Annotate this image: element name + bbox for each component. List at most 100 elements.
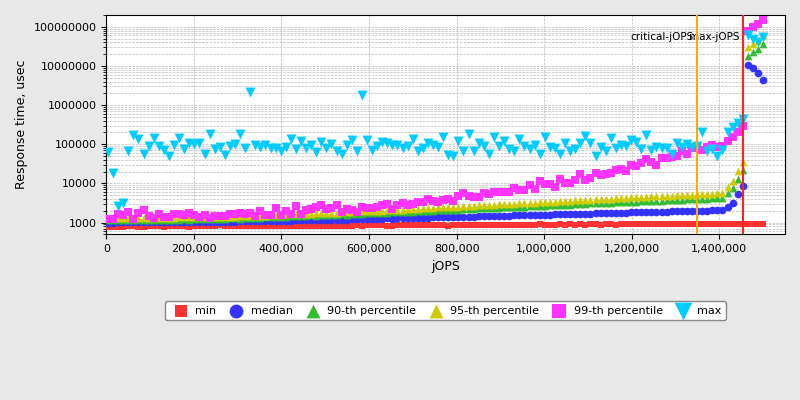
median: [376, 215, 389, 222]
max: [361, 136, 374, 143]
90-th percentile: [259, 214, 272, 220]
99-th percentile: [594, 172, 607, 178]
99-th percentile: [457, 190, 470, 196]
median: [249, 218, 262, 224]
90-th percentile: [193, 216, 206, 222]
95-th percentile: [102, 215, 114, 221]
median: [614, 210, 627, 216]
99-th percentile: [432, 198, 445, 205]
90-th percentile: [447, 206, 460, 213]
99-th percentile: [376, 202, 389, 208]
median: [208, 218, 221, 225]
95-th percentile: [244, 213, 257, 220]
90-th percentile: [411, 208, 424, 214]
max: [645, 147, 658, 153]
max: [279, 144, 292, 151]
min: [361, 222, 374, 229]
99-th percentile: [315, 202, 328, 209]
median: [310, 217, 322, 223]
95-th percentile: [452, 203, 465, 210]
90-th percentile: [558, 202, 571, 208]
99-th percentile: [640, 156, 653, 162]
99-th percentile: [391, 202, 404, 208]
95-th percentile: [350, 208, 363, 214]
99-th percentile: [493, 188, 506, 195]
min: [711, 221, 724, 228]
Text: max-jOPS: max-jOPS: [690, 32, 740, 42]
99-th percentile: [234, 210, 246, 216]
max: [178, 146, 190, 153]
min: [386, 222, 399, 229]
95-th percentile: [234, 213, 246, 220]
95-th percentile: [528, 199, 541, 206]
90-th percentile: [650, 198, 663, 204]
99-th percentile: [650, 161, 663, 168]
95-th percentile: [604, 195, 617, 202]
99-th percentile: [645, 159, 658, 166]
min: [478, 222, 490, 228]
min: [625, 221, 638, 228]
median: [681, 208, 694, 214]
90-th percentile: [584, 200, 597, 207]
99-th percentile: [742, 27, 754, 34]
90-th percentile: [142, 217, 155, 223]
95-th percentile: [493, 201, 506, 208]
90-th percentile: [746, 49, 759, 55]
max: [534, 151, 546, 158]
90-th percentile: [178, 216, 190, 223]
90-th percentile: [214, 216, 226, 222]
median: [132, 219, 145, 226]
max: [736, 116, 749, 122]
90-th percentile: [645, 198, 658, 204]
min: [203, 223, 216, 230]
median: [645, 209, 658, 215]
median: [198, 219, 211, 225]
99-th percentile: [381, 201, 394, 207]
95-th percentile: [117, 215, 130, 221]
min: [366, 222, 378, 229]
95-th percentile: [198, 214, 211, 220]
max: [752, 39, 765, 46]
min: [244, 223, 257, 229]
min: [355, 222, 368, 229]
max: [346, 137, 358, 144]
95-th percentile: [584, 196, 597, 203]
min: [554, 221, 566, 228]
median: [178, 219, 190, 225]
95-th percentile: [285, 211, 298, 218]
95-th percentile: [457, 203, 470, 209]
90-th percentile: [208, 216, 221, 222]
95-th percentile: [361, 208, 374, 214]
max: [614, 142, 627, 148]
95-th percentile: [147, 214, 160, 221]
min: [610, 222, 622, 228]
99-th percentile: [487, 189, 500, 195]
min: [137, 223, 150, 230]
min: [122, 223, 134, 229]
median: [173, 219, 186, 225]
90-th percentile: [528, 203, 541, 209]
99-th percentile: [736, 122, 749, 129]
90-th percentile: [503, 204, 516, 210]
max: [711, 153, 724, 159]
99-th percentile: [579, 176, 592, 183]
median: [619, 210, 632, 216]
95-th percentile: [294, 211, 307, 218]
99-th percentile: [452, 193, 465, 199]
90-th percentile: [198, 216, 211, 222]
min: [472, 222, 485, 228]
95-th percentile: [742, 44, 754, 50]
95-th percentile: [132, 215, 145, 221]
99-th percentile: [137, 207, 150, 214]
90-th percentile: [106, 217, 119, 223]
90-th percentile: [168, 216, 181, 223]
99-th percentile: [340, 205, 353, 212]
max: [472, 140, 485, 146]
median: [487, 213, 500, 220]
max: [538, 134, 551, 140]
95-th percentile: [518, 200, 531, 206]
median: [508, 212, 521, 219]
90-th percentile: [310, 212, 322, 219]
90-th percentile: [675, 196, 688, 203]
95-th percentile: [670, 192, 683, 198]
